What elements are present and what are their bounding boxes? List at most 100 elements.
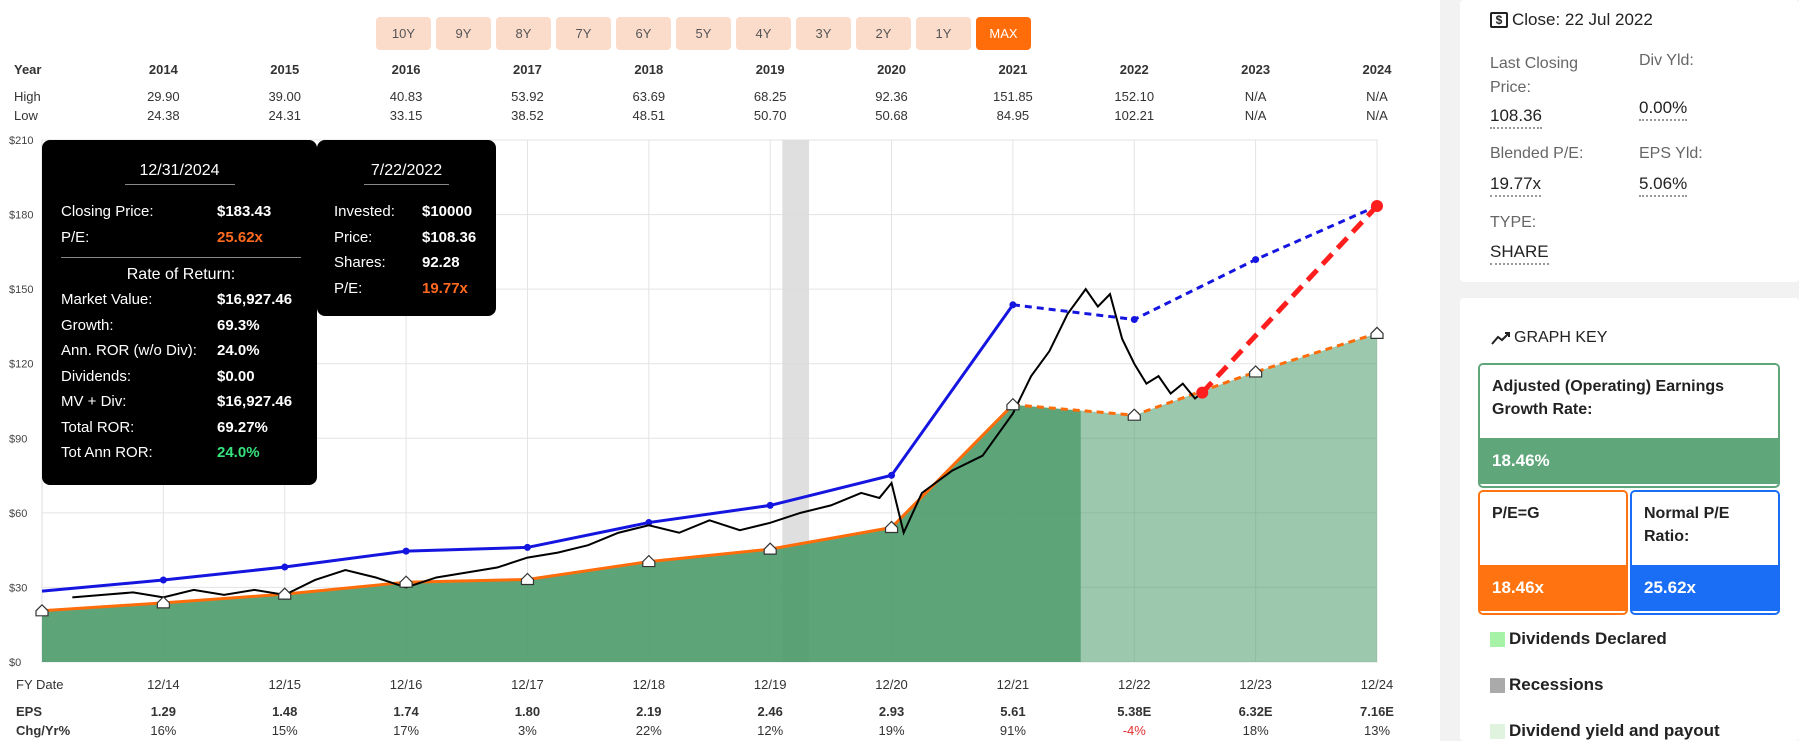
tooltip-row: Ann. ROR (w/o Div): 24.0%: [61, 338, 301, 364]
legend-dividends-declared[interactable]: Dividends Declared: [1490, 629, 1667, 649]
tooltip-row-label: P/E:: [334, 279, 363, 297]
range-button-5y[interactable]: 5Y: [676, 17, 731, 50]
high-cell: 39.00: [268, 89, 301, 104]
legend-recessions[interactable]: Recessions: [1490, 675, 1604, 695]
y-tick-label: $210: [9, 135, 33, 147]
eps-cell: 1.74: [393, 704, 419, 719]
eps-cell: 2.19: [636, 704, 662, 719]
normal-pe-key[interactable]: Normal P/E Ratio: 25.62x: [1630, 490, 1780, 615]
tooltip-row: Shares: 92.28: [334, 250, 484, 276]
y-tick-label: $90: [9, 433, 27, 445]
dollar-icon: $: [1490, 12, 1508, 28]
eps-yld-value[interactable]: 5.06%: [1639, 174, 1688, 197]
high-cell: N/A: [1244, 89, 1267, 104]
earnings-point: [156, 595, 170, 609]
year-cell: 2023: [1241, 62, 1271, 77]
tooltip-row-value: $0.00: [217, 367, 255, 385]
normal-pe-point: [1252, 256, 1260, 264]
range-button-8y[interactable]: 8Y: [496, 17, 551, 50]
range-button-max[interactable]: MAX: [976, 17, 1031, 50]
price-line: [72, 287, 1203, 599]
earnings-point: [763, 542, 777, 555]
range-button-1y[interactable]: 1Y: [916, 17, 971, 50]
tooltip-row-label: Invested:: [334, 203, 395, 221]
chg-cell: 13%: [1363, 723, 1391, 738]
blended-pe-value[interactable]: 19.77x: [1490, 174, 1542, 197]
range-button-7y[interactable]: 7Y: [556, 17, 611, 50]
earnings-point: [642, 554, 656, 568]
eps-label: EPS: [16, 704, 43, 719]
normal-pe-point: [402, 547, 410, 555]
blended-pe-label: Blended P/E:: [1490, 145, 1584, 162]
peg-key[interactable]: P/E=G 18.46x: [1478, 490, 1628, 615]
tooltip-row-value: 92.28: [422, 254, 460, 272]
tooltip-row-value: $16,927.46: [217, 291, 293, 309]
fy-date-cell: 12/19: [753, 677, 787, 692]
high-cell: N/A: [1366, 89, 1388, 104]
tooltip-row: Growth: 69.3%: [61, 313, 301, 339]
normal-pe-line-estimate: [1012, 204, 1378, 322]
normal-pe-point: [523, 543, 531, 551]
range-button-2y[interactable]: 2Y: [856, 17, 911, 50]
high-row-label: High: [14, 89, 41, 104]
range-button-6y[interactable]: 6Y: [616, 17, 671, 50]
earnings-point: [1370, 326, 1384, 339]
year-cell: 2022: [1119, 62, 1149, 77]
high-cell: 92.36: [875, 89, 908, 104]
chg-cell: 22%: [635, 723, 662, 738]
type-value[interactable]: SHARE: [1490, 242, 1549, 265]
year-cell: 2020: [877, 62, 906, 77]
trend-line-icon: [1491, 332, 1510, 345]
tooltip-row-label: Tot Ann ROR:: [61, 444, 153, 462]
graph-key-title: GRAPH KEY: [1514, 329, 1608, 346]
earnings-point: [35, 603, 49, 617]
legend-dividend-yield[interactable]: Dividend yield and payout: [1490, 721, 1720, 741]
low-cell: 38.52: [511, 108, 544, 123]
year-cell: 2017: [512, 62, 542, 77]
range-button-3y[interactable]: 3Y: [796, 17, 851, 50]
tooltip-row-label: Closing Price:: [61, 203, 154, 221]
tooltip-row-value: $10000: [422, 203, 473, 221]
high-cell: 29.90: [147, 89, 180, 104]
dividends-swatch: [1490, 631, 1505, 647]
normal-pe-point: [888, 471, 896, 479]
fy-date-cell: 12/20: [875, 677, 908, 692]
high-cell: 40.83: [389, 89, 423, 104]
low-cell: 50.70: [753, 108, 787, 123]
tooltip-row: Tot Ann ROR: 24.0%: [61, 440, 301, 466]
earnings-point: [1249, 365, 1263, 378]
tooltip-row: Dividends: $0.00: [61, 364, 301, 390]
eps-cell: 5.61: [1000, 704, 1026, 719]
range-button-4y[interactable]: 4Y: [736, 17, 791, 50]
low-cell: 102.21: [1114, 108, 1155, 123]
tooltip-row: Market Value: $16,927.46: [61, 287, 301, 313]
low-row-label: Low: [14, 108, 38, 123]
eps-cell: 1.48: [272, 704, 298, 719]
tooltip-date: 7/22/2022: [364, 162, 449, 185]
projection-end-point: [1371, 200, 1383, 213]
tooltip-investment: 7/22/2022 Invested: $10000 Price: $108.36 Sh…: [317, 140, 496, 316]
normal-pe-point: [645, 519, 653, 527]
range-selector: 10Y 9Y 8Y 7Y 6Y 5Y 4Y 3Y 2Y 1Y MAX: [376, 17, 1031, 50]
tooltip-row: MV + Div: $16,927.46: [61, 389, 301, 415]
legend-label: Dividend yield and payout: [1509, 721, 1720, 740]
div-yld-value[interactable]: 0.00%: [1639, 98, 1688, 121]
tooltip-section-title: Rate of Return:: [61, 257, 301, 284]
tooltip-row: P/E: 19.77x: [334, 276, 484, 302]
normal-pe-label: Normal P/E Ratio:: [1632, 492, 1778, 565]
range-button-9y[interactable]: 9Y: [436, 17, 491, 50]
tooltip-row-label: Ann. ROR (w/o Div):: [61, 342, 197, 360]
close-date: $ Close: 22 Jul 2022: [1490, 10, 1653, 30]
recession-swatch: [1490, 677, 1505, 693]
tooltip-row: Price: $108.36: [334, 225, 484, 251]
y-tick-label: $180: [9, 210, 33, 222]
last-closing-value[interactable]: 108.36: [1490, 106, 1542, 129]
fy-date-cell: 12/23: [1239, 677, 1272, 692]
fy-date-cell: 12/16: [389, 677, 423, 692]
high-cell: 53.92: [511, 89, 544, 104]
tooltip-row-label: Growth:: [61, 316, 114, 334]
earnings-growth-key[interactable]: Adjusted (Operating) Earnings Growth Rat…: [1478, 363, 1780, 488]
y-tick-label: $60: [9, 508, 27, 520]
range-button-10y[interactable]: 10Y: [376, 17, 431, 50]
tooltip-row-value: 24.0%: [217, 444, 260, 462]
